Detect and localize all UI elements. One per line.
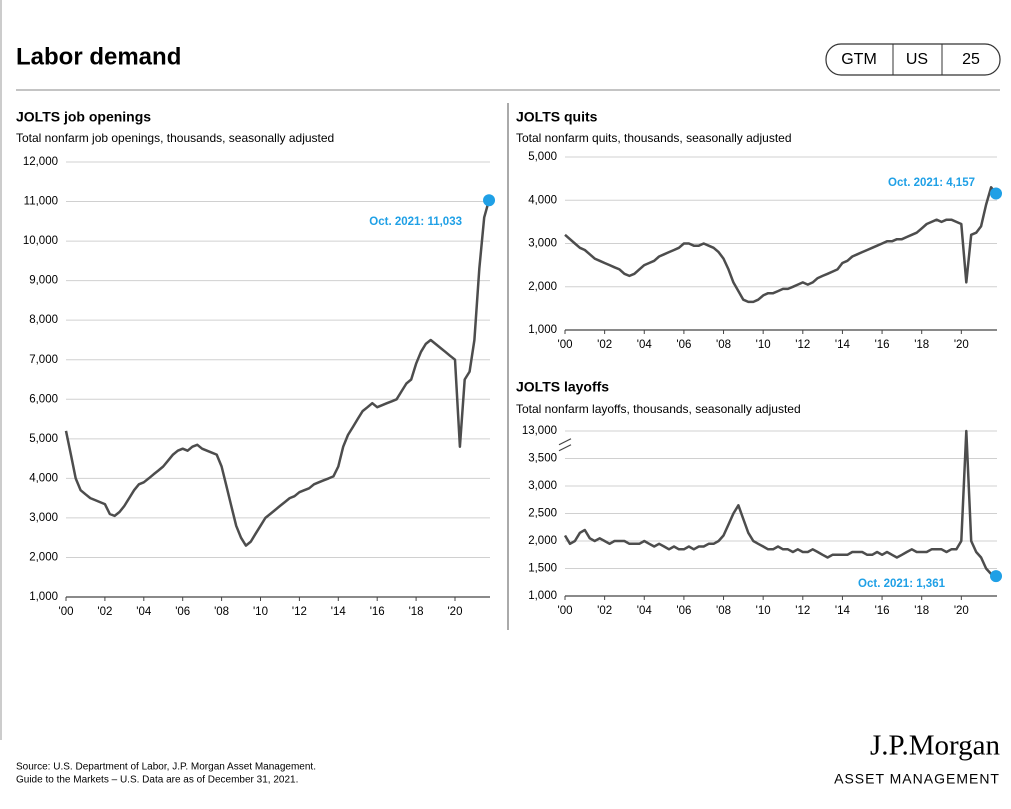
x-tick-label: '20 bbox=[954, 339, 969, 351]
x-tick-label: '18 bbox=[914, 605, 929, 617]
y-tick-label: 1,500 bbox=[528, 563, 557, 575]
logo-name: J.P.Morgan bbox=[870, 730, 1000, 762]
x-tick-label: '12 bbox=[292, 606, 307, 618]
y-tick-label: 5,000 bbox=[29, 433, 58, 445]
highlight-dot bbox=[483, 194, 496, 207]
chart-title: JOLTS quits bbox=[516, 109, 598, 125]
y-tick-label: 2,500 bbox=[528, 508, 557, 520]
x-tick-label: '10 bbox=[756, 339, 771, 351]
y-tick-label: 12,000 bbox=[23, 156, 58, 168]
x-tick-label: '04 bbox=[637, 605, 653, 617]
y-tick-label: 9,000 bbox=[29, 275, 58, 287]
footer-source: Guide to the Markets – U.S. Data are as … bbox=[16, 775, 298, 786]
x-tick-label: '10 bbox=[253, 606, 268, 618]
x-tick-label: '10 bbox=[756, 605, 771, 617]
x-tick-label: '20 bbox=[447, 606, 462, 618]
chart-subtitle: Total nonfarm job openings, thousands, s… bbox=[16, 131, 334, 145]
y-tick-label: 3,000 bbox=[528, 480, 557, 492]
logo-sub: ASSET MANAGEMENT bbox=[834, 771, 1000, 787]
x-tick-label: '08 bbox=[214, 606, 229, 618]
x-tick-label: '00 bbox=[59, 606, 74, 618]
x-tick-label: '00 bbox=[558, 339, 573, 351]
y-tick-label: 11,000 bbox=[24, 196, 58, 208]
x-tick-label: '02 bbox=[597, 339, 612, 351]
chart-subtitle: Total nonfarm layoffs, thousands, season… bbox=[516, 402, 801, 416]
x-tick-label: '12 bbox=[795, 339, 810, 351]
x-tick-label: '16 bbox=[370, 606, 385, 618]
x-tick-label: '08 bbox=[716, 339, 731, 351]
series-line bbox=[64, 199, 491, 547]
y-tick-label: 7,000 bbox=[29, 354, 58, 366]
x-tick-label: '20 bbox=[954, 605, 969, 617]
annotation: Oct. 2021: 4,157 bbox=[888, 177, 975, 189]
badge-text: GTM bbox=[841, 51, 877, 68]
y-tick-label: 4,000 bbox=[528, 194, 557, 206]
highlight-dot bbox=[990, 570, 1003, 583]
y-tick-label: 3,000 bbox=[528, 238, 557, 250]
x-tick-label: '02 bbox=[597, 605, 612, 617]
y-tick-label: 2,000 bbox=[29, 551, 58, 563]
x-tick-label: '18 bbox=[409, 606, 424, 618]
x-tick-label: '04 bbox=[637, 339, 653, 351]
y-tick-label: 3,500 bbox=[528, 453, 557, 465]
y-tick-label: 10,000 bbox=[23, 235, 58, 247]
x-tick-label: '08 bbox=[716, 605, 731, 617]
y-tick-label: 4,000 bbox=[29, 472, 58, 484]
y-tick-label: 2,000 bbox=[528, 281, 557, 293]
x-tick-label: '06 bbox=[676, 605, 691, 617]
y-tick-label: 1,000 bbox=[528, 590, 557, 602]
x-tick-label: '12 bbox=[795, 605, 810, 617]
x-tick-label: '14 bbox=[331, 606, 347, 618]
x-tick-label: '00 bbox=[558, 605, 573, 617]
y-tick-label: 13,000 bbox=[522, 425, 557, 437]
x-tick-label: '14 bbox=[835, 605, 851, 617]
y-tick-label: 1,000 bbox=[528, 324, 557, 336]
y-tick-label: 8,000 bbox=[29, 314, 58, 326]
axis-break bbox=[558, 438, 572, 446]
x-tick-label: '14 bbox=[835, 339, 851, 351]
chart-title: JOLTS layoffs bbox=[516, 379, 609, 395]
highlight-dot bbox=[990, 187, 1003, 200]
x-tick-label: '16 bbox=[875, 605, 890, 617]
y-tick-label: 2,000 bbox=[528, 535, 557, 547]
series-line bbox=[563, 429, 997, 578]
badge-text: 25 bbox=[962, 51, 980, 68]
x-tick-label: '16 bbox=[875, 339, 890, 351]
y-tick-label: 5,000 bbox=[528, 151, 557, 163]
x-tick-label: '06 bbox=[175, 606, 190, 618]
x-tick-label: '18 bbox=[914, 339, 929, 351]
footer-source: Source: U.S. Department of Labor, J.P. M… bbox=[16, 762, 316, 773]
x-tick-label: '06 bbox=[676, 339, 691, 351]
y-tick-label: 6,000 bbox=[29, 393, 58, 405]
y-tick-label: 1,000 bbox=[29, 591, 58, 603]
x-tick-label: '02 bbox=[97, 606, 112, 618]
y-tick-label: 3,000 bbox=[29, 512, 58, 524]
chart-subtitle: Total nonfarm quits, thousands, seasonal… bbox=[516, 131, 792, 145]
series-line bbox=[564, 186, 997, 304]
annotation: Oct. 2021: 1,361 bbox=[858, 578, 946, 590]
axis-break bbox=[558, 444, 572, 452]
x-tick-label: '04 bbox=[136, 606, 152, 618]
badge bbox=[825, 43, 1001, 76]
page-title: Labor demand bbox=[16, 43, 181, 70]
badge-text: US bbox=[906, 51, 928, 68]
annotation: Oct. 2021: 11,033 bbox=[369, 216, 462, 228]
chart-title: JOLTS job openings bbox=[16, 109, 151, 125]
